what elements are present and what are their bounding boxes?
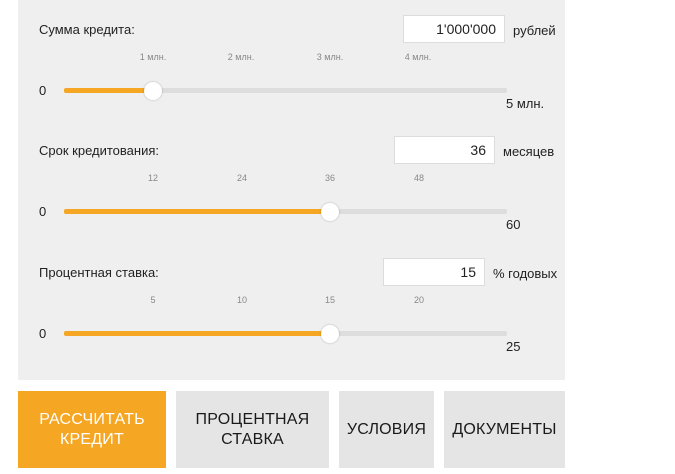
loan-amount-slider-fill (64, 88, 153, 93)
loan-amount-slider-thumb[interactable] (144, 82, 162, 100)
loan-amount-min: 0 (39, 83, 47, 98)
documents-button[interactable]: ДОКУМЕНТЫ (444, 391, 565, 468)
interest-rate-tick-4: 20 (413, 295, 425, 305)
interest-rate-slider-fill (64, 331, 330, 336)
calculate-loan-button[interactable]: РАССЧИТАТЬ КРЕДИТ (18, 391, 166, 468)
loan-amount-slider[interactable] (64, 82, 507, 100)
interest-rate-label: Процентная ставка: (39, 265, 159, 280)
loan-term-tick-4: 48 (413, 173, 425, 183)
loan-amount-tick-4: 4 млн. (404, 52, 432, 62)
loan-term-tick-1: 12 (147, 173, 159, 183)
interest-rate-tick-1: 5 (150, 295, 156, 305)
interest-rate-button[interactable]: ПРОЦЕНТНАЯ СТАВКА (176, 391, 329, 468)
loan-amount-input[interactable] (403, 15, 505, 43)
interest-rate-slider-thumb[interactable] (321, 325, 339, 343)
loan-term-slider-thumb[interactable] (321, 203, 339, 221)
interest-rate-tick-2: 10 (236, 295, 248, 305)
loan-term-min: 0 (39, 204, 47, 219)
loan-amount-tick-3: 3 млн. (316, 52, 344, 62)
interest-rate-slider[interactable] (64, 325, 507, 343)
interest-rate-field: Процентная ставка: % годовых 5 10 15 20 … (18, 243, 565, 363)
loan-term-tick-3: 36 (324, 173, 336, 183)
loan-term-label: Срок кредитования: (39, 143, 159, 158)
conditions-button[interactable]: УСЛОВИЯ (339, 391, 434, 468)
loan-amount-tick-1: 1 млн. (139, 52, 167, 62)
interest-rate-max: 25 (506, 339, 521, 354)
loan-amount-unit: рублей (513, 23, 556, 38)
loan-amount-tick-2: 2 млн. (227, 52, 255, 62)
loan-term-tick-2: 24 (236, 173, 248, 183)
interest-rate-input[interactable] (383, 258, 485, 286)
loan-term-field: Срок кредитования: месяцев 12 24 36 48 0… (18, 121, 565, 241)
loan-amount-field: Сумма кредита: рублей 1 млн. 2 млн. 3 мл… (18, 0, 565, 120)
loan-term-slider-fill (64, 209, 330, 214)
loan-term-unit: месяцев (503, 144, 555, 159)
loan-calculator-panel: Сумма кредита: рублей 1 млн. 2 млн. 3 мл… (18, 0, 565, 380)
interest-rate-unit: % годовых (493, 266, 558, 281)
loan-amount-max: 5 млн. (506, 96, 545, 111)
interest-rate-tick-3: 15 (324, 295, 336, 305)
loan-amount-label: Сумма кредита: (39, 22, 135, 37)
interest-rate-min: 0 (39, 326, 47, 341)
loan-term-max: 60 (506, 217, 521, 232)
loan-term-slider[interactable] (64, 203, 507, 221)
loan-term-input[interactable] (394, 136, 495, 164)
